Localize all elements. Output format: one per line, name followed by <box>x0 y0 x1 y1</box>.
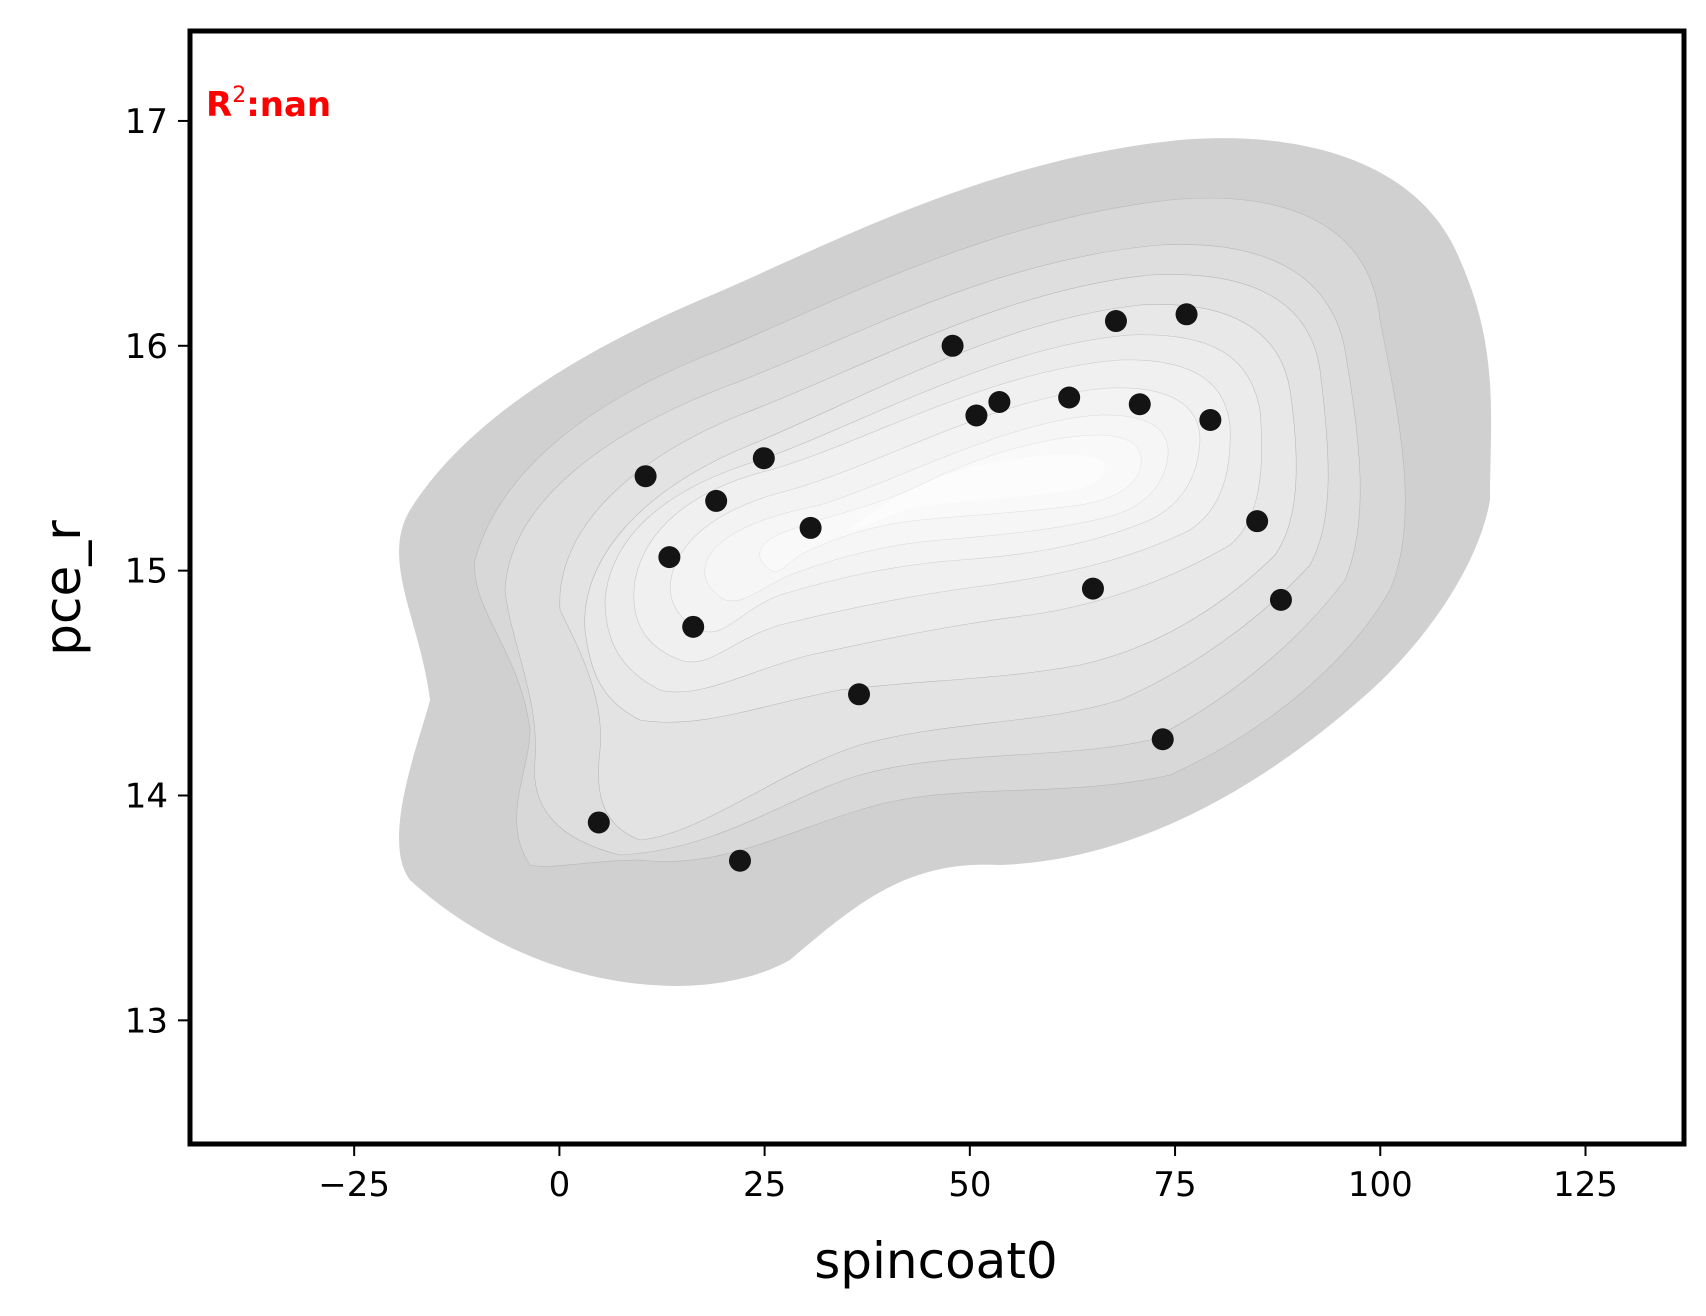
y-axis-label: pce_r <box>34 520 92 656</box>
y-tick-label: 15 <box>125 552 168 592</box>
y-tick-label: 16 <box>125 327 168 367</box>
x-tick-label: 50 <box>948 1165 991 1205</box>
data-point-1 <box>634 465 657 488</box>
y-tick-label: 13 <box>125 1001 168 1041</box>
data-point-4 <box>705 489 728 512</box>
data-point-0 <box>587 811 610 834</box>
data-point-9 <box>941 334 964 357</box>
data-point-11 <box>988 391 1011 413</box>
r2-annotation-label: R <box>206 85 232 125</box>
r2-annotation: R2:nan <box>206 83 331 125</box>
data-point-13 <box>1081 577 1104 600</box>
x-tick-label: 0 <box>549 1165 571 1205</box>
data-point-8 <box>848 683 871 706</box>
data-point-5 <box>728 849 751 872</box>
x-axis: −25 0 25 50 75 100 125 <box>318 1144 1618 1205</box>
plot-frame <box>187 28 1687 1147</box>
data-point-20 <box>1269 588 1292 611</box>
data-point-3 <box>682 615 705 638</box>
x-tick-label: 25 <box>743 1165 786 1205</box>
kde-contour-level-11 <box>850 454 1105 530</box>
x-tick-label: −25 <box>318 1165 390 1205</box>
x-tick-label: 125 <box>1553 1165 1618 1205</box>
data-point-7 <box>799 516 822 539</box>
y-tick-label: 14 <box>125 776 168 816</box>
y-tick-label: 17 <box>125 102 168 142</box>
data-point-16 <box>1151 728 1174 751</box>
y-axis: 13 14 15 16 17 <box>125 102 190 1041</box>
data-point-19 <box>1246 510 1269 533</box>
r2-annotation-value: :nan <box>246 85 331 125</box>
data-point-18 <box>1199 408 1222 431</box>
kde-density-contours <box>399 138 1492 986</box>
data-point-15 <box>1128 393 1151 416</box>
data-point-12 <box>1058 386 1081 409</box>
x-tick-label: 75 <box>1153 1165 1196 1205</box>
data-point-10 <box>965 404 988 427</box>
data-point-2 <box>658 546 681 569</box>
r2-annotation-sup: 2 <box>232 83 246 108</box>
x-tick-label: 100 <box>1348 1165 1413 1205</box>
data-point-6 <box>752 447 775 470</box>
x-axis-label: spincoat0 <box>814 1232 1058 1290</box>
scatter-points <box>587 303 1292 872</box>
data-point-14 <box>1104 310 1127 333</box>
data-point-17 <box>1175 303 1198 326</box>
